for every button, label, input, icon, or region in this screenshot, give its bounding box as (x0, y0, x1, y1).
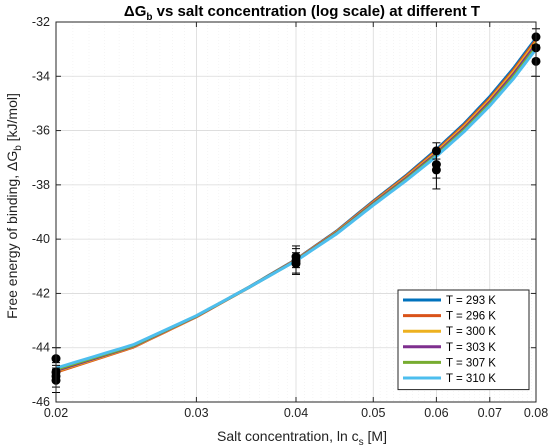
y-tick-label: -40 (32, 232, 50, 246)
x-tick-label: 0.07 (478, 406, 502, 420)
title-delta-g: ΔG (124, 3, 146, 20)
y-tick-label: -36 (32, 124, 50, 138)
series-lines (55, 37, 538, 374)
ylabel-part2: [kJ/mol] (4, 93, 20, 145)
y-tick-label: -42 (32, 286, 50, 300)
chart-title: ΔGb vs salt concentration (log scale) at… (124, 3, 480, 23)
xlabel-subscript-s: s (359, 437, 364, 448)
y-tick-label: -32 (32, 15, 50, 29)
series-line (55, 48, 538, 370)
legend-label: T = 296 K (446, 311, 496, 323)
legend-label: T = 300 K (446, 326, 496, 338)
x-tick-label: 0.06 (424, 406, 448, 420)
y-axis-label: Free energy of binding, ΔGb [kJ/mol] (4, 93, 24, 319)
title-subscript-b: b (146, 12, 152, 23)
x-tick-label: 0.08 (524, 406, 548, 420)
ylabel-subscript-b: b (13, 145, 24, 151)
legend-label: T = 293 K (446, 295, 496, 307)
legend-label: T = 303 K (446, 342, 496, 354)
x-tick-label: 0.03 (184, 406, 208, 420)
xlabel-part2: [M] (364, 428, 387, 444)
x-tick-label: 0.04 (284, 406, 308, 420)
data-point (431, 165, 441, 175)
xlabel-part1: Salt concentration, ln c (217, 428, 359, 444)
x-axis-label: Salt concentration, ln cs [M] (217, 428, 387, 448)
y-tick-label: -38 (32, 178, 50, 192)
x-tick-label: 0.02 (44, 406, 68, 420)
y-tick-label: -46 (32, 395, 50, 409)
legend-label: T = 310 K (446, 373, 496, 385)
legend-box (397, 289, 530, 391)
legend: T = 293 K T = 296 K T = 300 K T = 303 K T = … (397, 289, 530, 391)
y-axis-ticks: -46 -44 -42 -40 -38 -36 -34 -32 (32, 15, 536, 409)
ylabel-part1: Free energy of binding, ΔG (4, 151, 20, 319)
y-tick-label: -44 (32, 341, 50, 355)
y-tick-label: -34 (32, 69, 50, 83)
title-rest: vs salt concentration (log scale) at dif… (152, 3, 480, 20)
data-point (291, 259, 301, 269)
x-tick-label: 0.05 (361, 406, 385, 420)
legend-label: T = 307 K (446, 357, 496, 369)
x-axis-ticks: 0.02 0.03 0.04 0.05 0.06 0.07 0.08 (44, 22, 548, 420)
